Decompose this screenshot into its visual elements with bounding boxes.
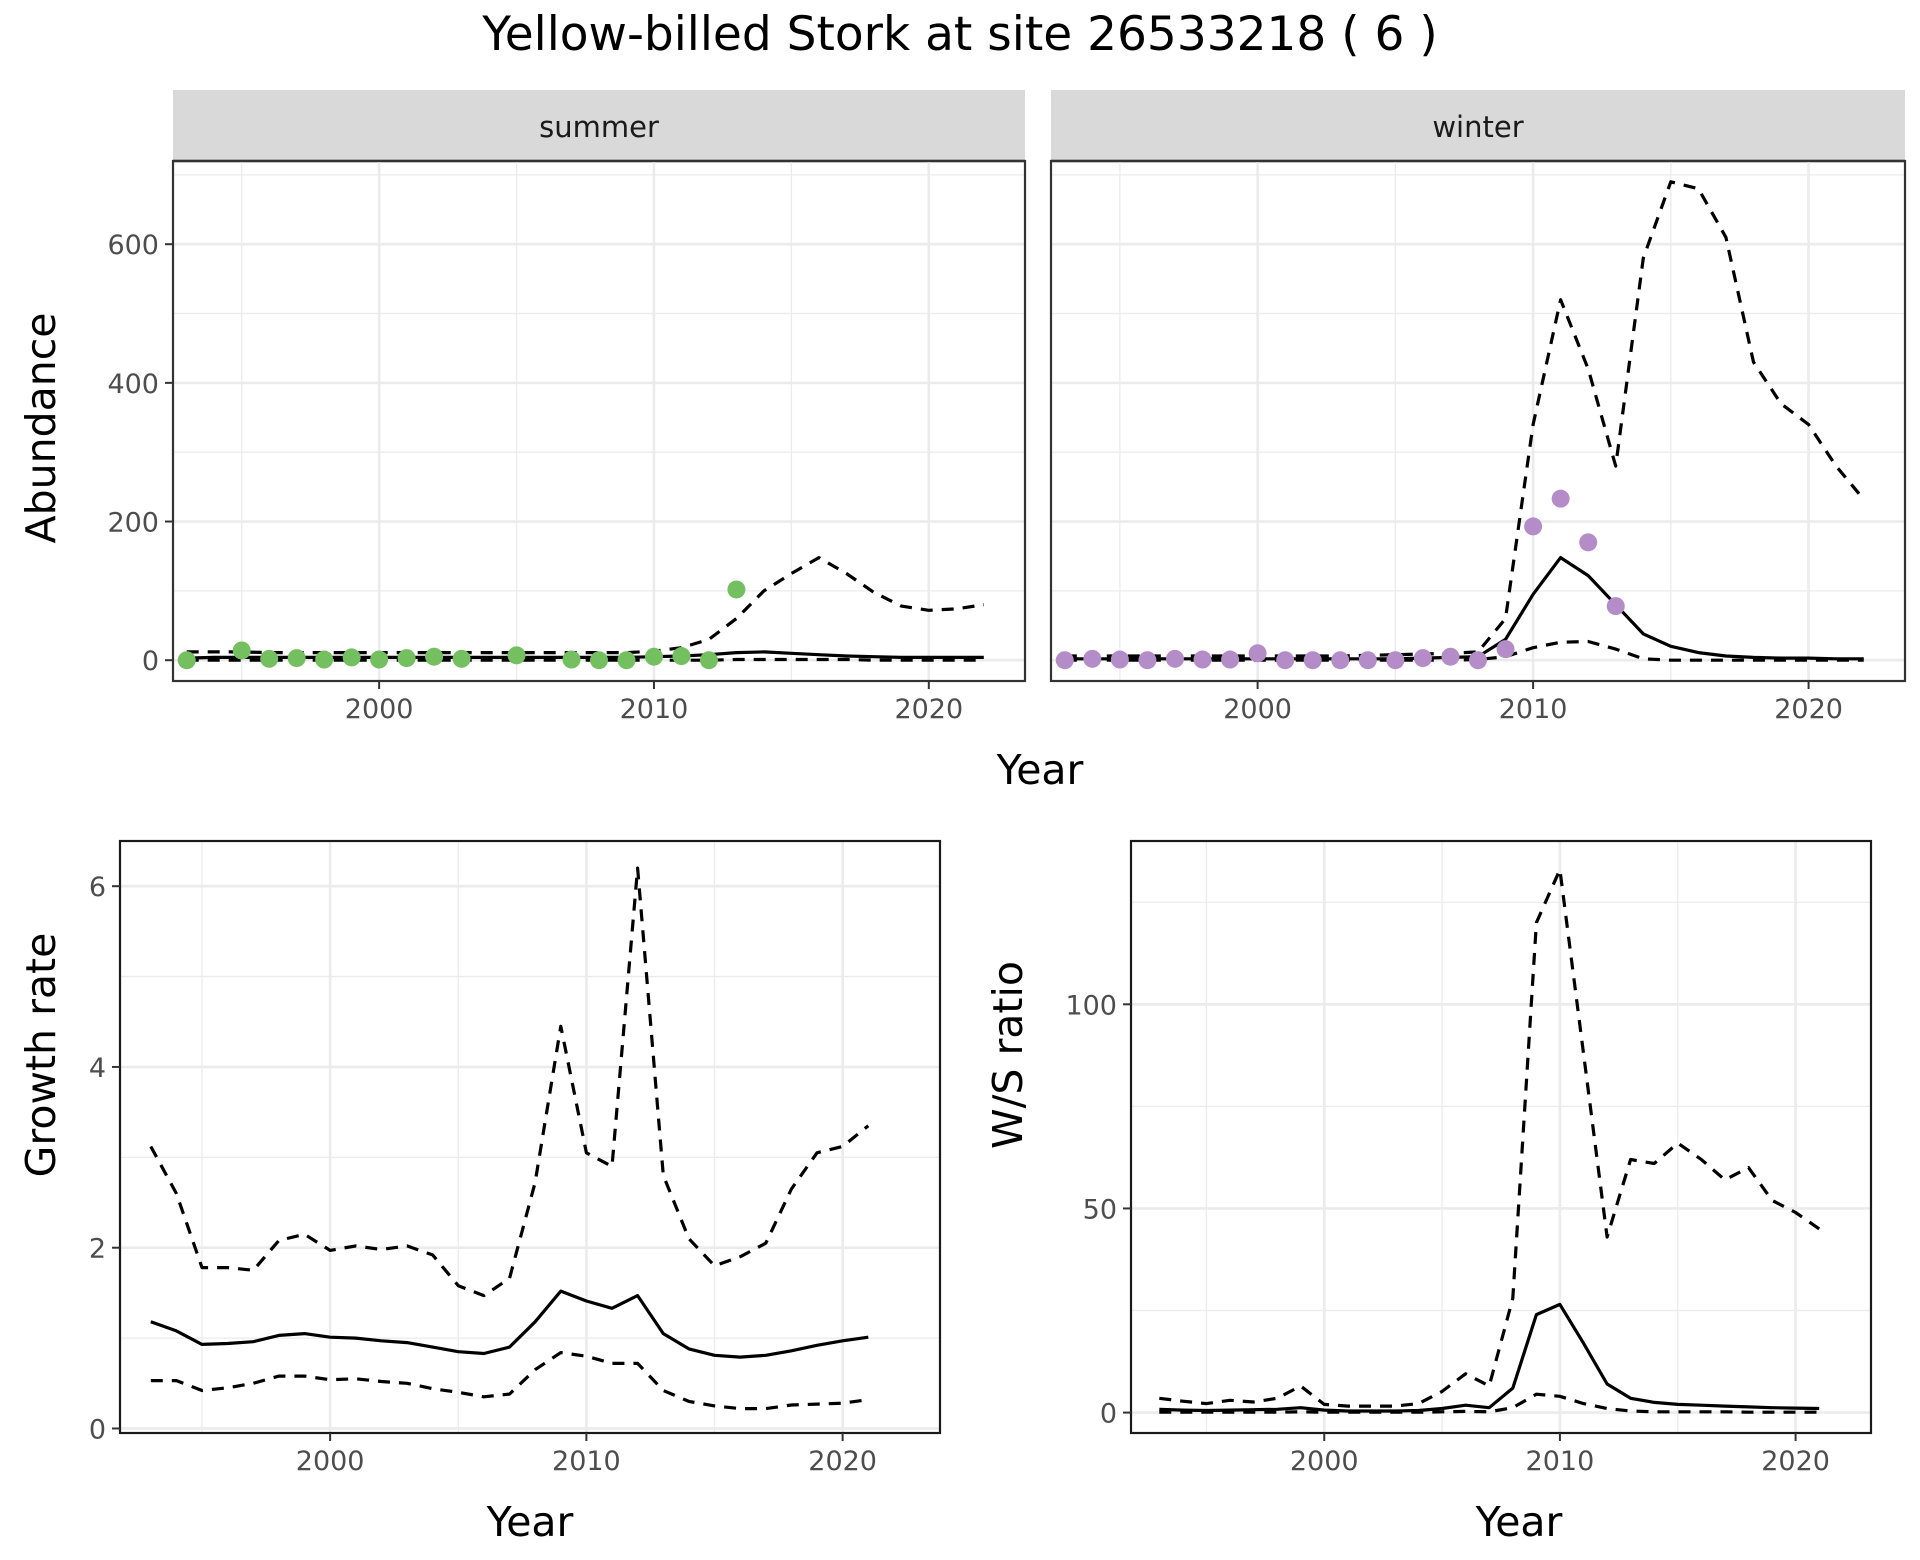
x-tick-label: 2010 bbox=[1499, 694, 1568, 725]
data-point bbox=[617, 651, 636, 670]
data-point bbox=[1110, 650, 1129, 669]
y-tick-label: 6 bbox=[89, 872, 106, 903]
data-point bbox=[425, 647, 444, 666]
data-point bbox=[1193, 650, 1212, 669]
data-point bbox=[1441, 647, 1460, 666]
data-point bbox=[1331, 651, 1350, 670]
panel-ws-ratio: 2000 2010 2020 0 50 100 W/S ratio Year bbox=[984, 839, 1873, 1546]
data-point bbox=[1358, 651, 1377, 670]
data-point bbox=[507, 646, 526, 665]
series-line-bound-2 bbox=[1159, 1392, 1820, 1414]
data-point bbox=[342, 648, 361, 667]
data-point bbox=[1496, 640, 1515, 659]
x-tick-label: 2000 bbox=[1290, 1446, 1359, 1477]
y-tick-label: 200 bbox=[107, 508, 159, 539]
x-tick-label: 2020 bbox=[808, 1446, 877, 1477]
series-line-bound-1 bbox=[1064, 180, 1865, 658]
data-point bbox=[699, 651, 718, 670]
data-point bbox=[1579, 533, 1598, 552]
panel-border bbox=[171, 159, 1027, 683]
strip-summer-label: summer bbox=[539, 110, 659, 144]
series-line-bound-2 bbox=[150, 1351, 869, 1411]
data-point bbox=[1386, 651, 1405, 670]
x-tick-label: 2020 bbox=[1774, 694, 1843, 725]
data-point bbox=[232, 641, 251, 660]
y-tick-label: 4 bbox=[89, 1053, 106, 1084]
x-axis-title-growth-rate: Year bbox=[486, 1498, 574, 1546]
y-tick-label: 600 bbox=[107, 230, 159, 261]
data-point bbox=[397, 649, 416, 668]
data-point bbox=[1413, 649, 1432, 668]
series-line-median bbox=[186, 650, 984, 660]
plot-winter: 2000 2010 2020 bbox=[1049, 159, 1907, 725]
y-tick-label: 400 bbox=[107, 369, 159, 400]
data-point bbox=[370, 650, 389, 669]
data-point bbox=[315, 650, 334, 669]
panel-border bbox=[1129, 839, 1873, 1435]
x-tick-label: 2020 bbox=[1761, 1446, 1830, 1477]
data-point bbox=[1524, 517, 1543, 536]
series-line-median bbox=[150, 1289, 869, 1359]
data-point bbox=[1551, 489, 1570, 508]
data-point bbox=[1221, 650, 1240, 669]
x-tick-label: 2000 bbox=[1223, 694, 1292, 725]
x-tick-label: 2000 bbox=[345, 694, 414, 725]
plot-summer: 2000 2010 2020 0 200 400 600 bbox=[107, 159, 1027, 725]
y-tick-label: 0 bbox=[142, 646, 159, 677]
data-point bbox=[177, 651, 196, 670]
y-axis-title-ws-ratio: W/S ratio bbox=[984, 961, 1032, 1149]
data-point bbox=[260, 649, 279, 668]
y-tick-label: 0 bbox=[89, 1414, 106, 1445]
data-point bbox=[644, 647, 663, 666]
data-point bbox=[1303, 651, 1322, 670]
series-line-bound-1 bbox=[186, 556, 985, 655]
data-point bbox=[452, 649, 471, 668]
panel-border bbox=[1049, 159, 1907, 683]
x-axis-title-top: Year bbox=[996, 746, 1084, 794]
panel-border bbox=[118, 839, 942, 1435]
panel-summer-abundance: summer 2000 2010 2020 0 200 400 600 Abundance bbox=[17, 90, 1027, 725]
y-tick-label: 50 bbox=[1083, 1194, 1117, 1225]
y-tick-label: 0 bbox=[1100, 1399, 1117, 1430]
strip-winter bbox=[1051, 90, 1905, 161]
plot-ws-ratio: 2000 2010 2020 0 50 100 bbox=[1065, 839, 1873, 1477]
x-axis-title-ws-ratio: Year bbox=[1475, 1498, 1563, 1546]
series-line-bound-1 bbox=[149, 866, 870, 1298]
strip-summer bbox=[173, 90, 1025, 161]
data-point bbox=[1606, 597, 1625, 616]
series-line-median bbox=[1064, 556, 1864, 661]
panel-winter-abundance: winter 2000 2010 2020 bbox=[1049, 90, 1907, 725]
y-tick-label: 2 bbox=[89, 1234, 106, 1265]
data-point bbox=[590, 651, 608, 670]
y-tick-label: 100 bbox=[1065, 990, 1117, 1021]
data-point bbox=[1276, 651, 1295, 670]
data-point bbox=[1469, 651, 1487, 670]
x-tick-label: 2010 bbox=[620, 694, 689, 725]
x-tick-label: 2010 bbox=[552, 1446, 621, 1477]
data-point bbox=[1083, 649, 1102, 668]
x-tick-label: 2010 bbox=[1526, 1446, 1595, 1477]
data-point bbox=[287, 649, 306, 668]
strip-winter-label: winter bbox=[1432, 110, 1523, 144]
panel-growth-rate: 2000 2010 2020 0 2 4 6 Growth rate Year bbox=[17, 839, 942, 1546]
data-point bbox=[1055, 651, 1074, 670]
y-axis-title-growth-rate: Growth rate bbox=[17, 933, 65, 1178]
series-line-bound-1 bbox=[1159, 868, 1821, 1408]
x-tick-label: 2020 bbox=[894, 694, 963, 725]
data-point bbox=[672, 647, 691, 666]
data-point bbox=[1138, 651, 1157, 670]
y-axis-title-abundance: Abundance bbox=[17, 313, 65, 544]
data-point bbox=[1165, 649, 1184, 668]
data-point bbox=[727, 580, 746, 599]
data-point bbox=[1248, 644, 1267, 663]
plot-growth-rate: 2000 2010 2020 0 2 4 6 bbox=[89, 839, 942, 1477]
data-point bbox=[562, 650, 581, 669]
figure-title: Yellow-billed Stork at site 26533218 ( 6… bbox=[481, 7, 1437, 62]
series-line-median bbox=[1159, 1302, 1820, 1413]
x-tick-label: 2000 bbox=[296, 1446, 365, 1477]
